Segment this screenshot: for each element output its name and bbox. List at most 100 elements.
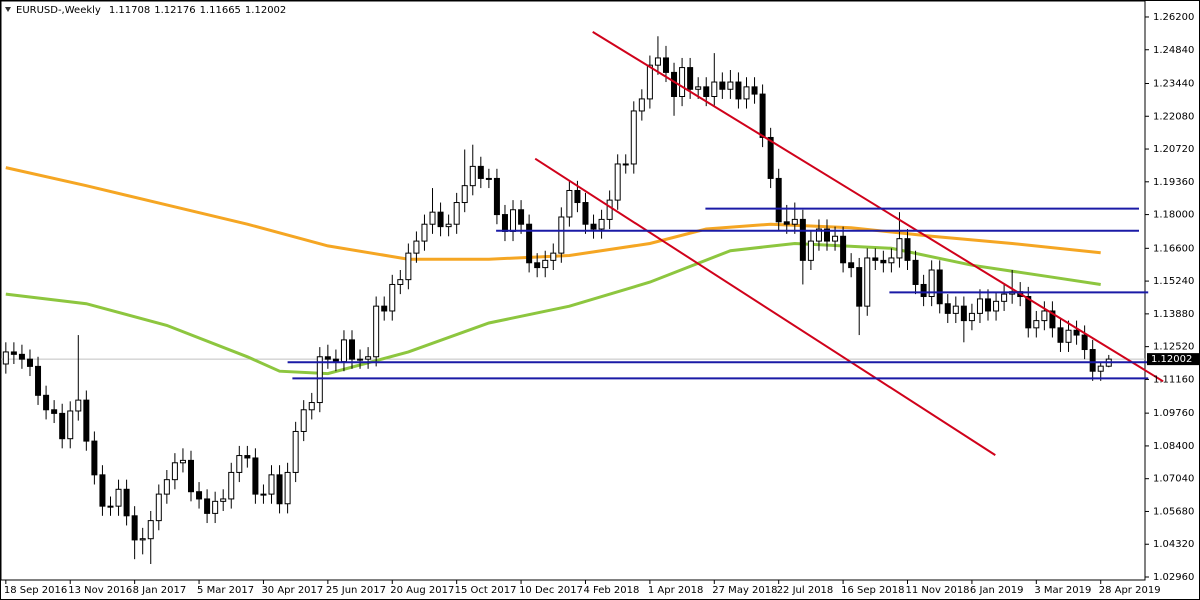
candle-body: [719, 81, 726, 90]
trendline: [592, 31, 1164, 383]
y-tick-label: 1.05680: [1153, 506, 1194, 517]
price-box: [1147, 353, 1199, 366]
x-tick-label: 27 May 2018: [712, 585, 777, 596]
candle-body: [1097, 365, 1104, 372]
candle-body: [550, 252, 557, 261]
candle-body: [526, 223, 533, 264]
candle-body: [405, 252, 412, 281]
candle-body: [501, 214, 508, 232]
candle-body: [131, 515, 138, 541]
candle-body: [115, 488, 122, 507]
y-tick-label: 1.24840: [1153, 45, 1194, 56]
candle-body: [2, 351, 9, 365]
candle-body: [268, 474, 275, 495]
candle-body: [775, 177, 782, 223]
candle-body: [1033, 320, 1040, 329]
symbol-icon: [5, 7, 11, 12]
candle-body: [735, 81, 742, 100]
candle-body: [630, 110, 637, 165]
candle-body: [365, 356, 372, 360]
candle-body: [260, 493, 267, 496]
candle-body: [518, 209, 525, 225]
candle-body: [590, 223, 597, 230]
candle-body: [679, 67, 686, 97]
candle-body: [832, 235, 839, 242]
candle-body: [960, 305, 967, 322]
y-tick-label: 1.02960: [1153, 572, 1194, 583]
candle-body: [51, 409, 58, 414]
candle-body: [622, 163, 629, 166]
plot-border: [0, 0, 1146, 581]
candle-body: [244, 455, 251, 459]
candle-body: [856, 267, 863, 307]
x-tick-label: 5 Mar 2017: [197, 585, 254, 596]
moving-average: [5, 166, 1101, 261]
x-tick-label: 10 Dec 2017: [519, 585, 583, 596]
x-tick-label: 15 Oct 2017: [455, 585, 517, 596]
y-tick-label: 1.15240: [1153, 276, 1194, 287]
candle-body: [381, 305, 388, 312]
candle-body: [196, 491, 203, 500]
candle-body: [566, 189, 573, 218]
candle-body: [67, 410, 74, 440]
low: 1.11665: [200, 5, 241, 16]
candle-body: [252, 457, 259, 495]
candle-body: [187, 459, 194, 493]
candle-body: [445, 223, 452, 228]
candle-body: [646, 64, 653, 100]
candle-body: [453, 202, 460, 225]
y-tick-label: 1.12520: [1153, 342, 1194, 353]
candle-body: [429, 211, 436, 225]
candle-body: [228, 471, 235, 500]
y-tick-label: 1.22080: [1153, 111, 1194, 122]
candle-body: [83, 399, 90, 442]
y-tick-label: 1.20720: [1153, 144, 1194, 155]
y-tick-label: 1.08400: [1153, 441, 1194, 452]
candle-body: [671, 71, 678, 97]
candle-body: [743, 86, 750, 100]
candle-body: [542, 259, 549, 269]
candle-body: [751, 86, 758, 95]
y-tick-label: 1.04320: [1153, 539, 1194, 550]
y-tick-label: 1.23440: [1153, 78, 1194, 89]
candle-body: [59, 412, 66, 440]
candle-body: [469, 165, 476, 187]
candle-body: [91, 440, 98, 476]
candle-body: [276, 474, 283, 505]
x-tick-label: 25 Jun 2017: [326, 585, 386, 596]
trendline: [534, 157, 996, 456]
candle-body: [493, 177, 500, 216]
candle-body: [308, 402, 315, 411]
candle-body: [35, 365, 42, 396]
x-tick-label: 22 Jul 2018: [777, 585, 834, 596]
candle-body: [212, 500, 219, 514]
candle-body: [993, 300, 1000, 312]
y-tick-label: 1.07040: [1153, 474, 1194, 485]
candle-body: [614, 163, 621, 201]
candle-body: [26, 358, 33, 367]
candle-body: [711, 81, 718, 97]
candle-body: [1065, 329, 1072, 343]
candle-body: [139, 538, 146, 541]
candle-body: [485, 177, 492, 180]
y-tick-label: 1.09760: [1153, 408, 1194, 419]
candle-body: [75, 399, 82, 412]
candle-body: [662, 57, 669, 73]
candle-body: [574, 189, 581, 204]
candle-body: [123, 488, 130, 517]
high: 1.12176: [154, 5, 195, 16]
price-label: 1.12002: [1151, 354, 1192, 365]
candle-body: [912, 259, 919, 285]
x-tick-label: 28 Apr 2019: [1099, 585, 1161, 596]
candle-body: [687, 67, 694, 90]
candle-body: [43, 394, 50, 411]
candle-body: [1049, 310, 1056, 329]
candle-body: [389, 283, 396, 312]
candle-body: [1057, 327, 1064, 343]
candle-body: [397, 279, 404, 285]
x-tick-label: 3 Mar 2019: [1034, 585, 1091, 596]
x-tick-label: 1 Apr 2018: [648, 585, 703, 596]
y-tick-label: 1.26200: [1153, 12, 1194, 23]
